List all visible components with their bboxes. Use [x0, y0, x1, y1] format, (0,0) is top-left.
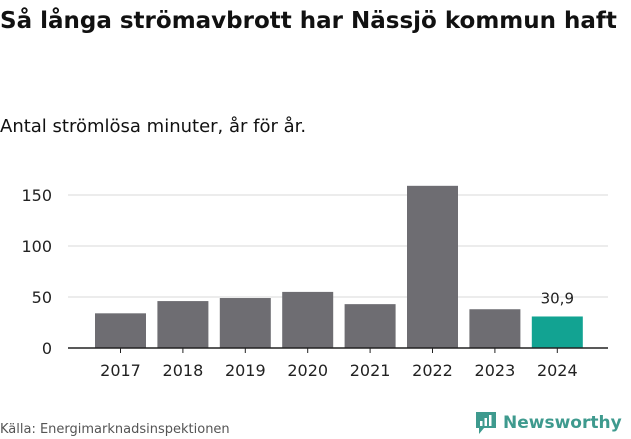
- bar-2024: [531, 316, 583, 348]
- y-tick-label: 150: [21, 186, 52, 205]
- x-tick-label: 2022: [412, 361, 453, 380]
- y-tick-label: 0: [42, 339, 52, 358]
- x-tick-label: 2024: [537, 361, 578, 380]
- y-tick-label: 50: [32, 288, 52, 307]
- bar-2020: [282, 291, 334, 348]
- x-tick-label: 2021: [350, 361, 391, 380]
- x-tick-label: 2020: [287, 361, 328, 380]
- bar-chart: 0 50 100 150 2017 2018 2019 2020 2021 2022 2023 202…: [21, 185, 608, 380]
- x-tick-label: 2017: [100, 361, 141, 380]
- bar-2021: [344, 304, 396, 348]
- x-tick-label: 2019: [225, 361, 266, 380]
- bar-2018: [157, 301, 209, 348]
- bar-2017: [95, 313, 146, 348]
- x-tick-label: 2023: [475, 361, 516, 380]
- bar-2019: [219, 298, 271, 348]
- newsworthy-brand: Newsworthy: [474, 408, 622, 438]
- newsworthy-logo-icon: [476, 412, 496, 434]
- bar-2022: [407, 185, 458, 348]
- brand-name: Newsworthy: [503, 413, 622, 433]
- bar-2023: [469, 309, 521, 348]
- chart-title: Så långa strömavbrott har Nässjö kommun …: [0, 8, 617, 34]
- y-tick-label: 100: [21, 237, 52, 256]
- x-tick-label: 2018: [163, 361, 204, 380]
- source-note: Källa: Energimarknadsinspektionen: [0, 422, 230, 437]
- data-label: 30,9: [541, 289, 574, 307]
- chart-subtitle: Antal strömlösa minuter, år för år.: [0, 116, 307, 137]
